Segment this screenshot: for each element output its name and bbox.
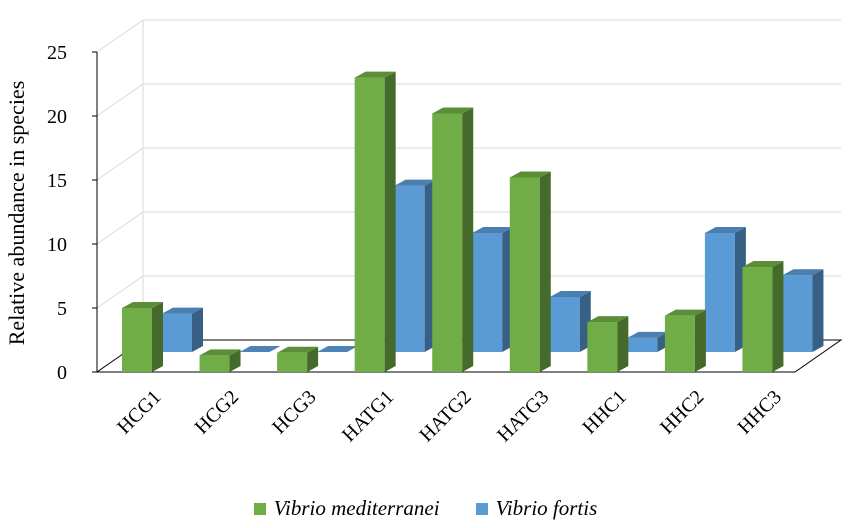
bar-vibrio-fortis-hhc2 <box>704 226 746 352</box>
legend-item-series-2: Vibrio fortis <box>475 496 598 521</box>
legend-label-series-1: Vibrio mediterranei <box>273 496 440 520</box>
x-category-label-hhc2: HHC2 <box>656 386 708 438</box>
gridline-wall <box>96 147 144 181</box>
bar-vibrio-fortis-hcg3 <box>317 346 359 352</box>
bar-vibrio-fortis-hhc3 <box>782 269 824 352</box>
y-tick-label: 5 <box>57 298 67 320</box>
bar-vibrio-fortis-hcg2 <box>239 346 281 352</box>
y-tick-label: 25 <box>47 42 67 64</box>
x-category-label-hatg3: HATG3 <box>493 386 553 446</box>
bar-vibrio-mediterranei-hhc1 <box>587 316 629 372</box>
bar-vibrio-mediterranei-hcg1 <box>122 302 163 372</box>
y-axis-ticks: 0 5 10 15 20 25 <box>47 42 97 384</box>
y-axis-label: Relative abundance in species <box>4 81 29 346</box>
legend-swatch-series-2 <box>475 502 488 515</box>
y-tick-label: 10 <box>47 234 67 256</box>
bar-vibrio-fortis-hatg1 <box>394 179 436 352</box>
x-category-label-hhc3: HHC3 <box>733 386 785 438</box>
legend-swatch-series-1 <box>253 502 266 515</box>
gridline-wall <box>96 83 144 117</box>
x-category-label-hcg2: HCG2 <box>191 386 243 438</box>
bar-vibrio-mediterranei-hcg3 <box>277 346 319 372</box>
bars <box>122 71 824 372</box>
gridline-wall <box>96 19 144 53</box>
y-tick-label: 20 <box>47 106 67 128</box>
bar-vibrio-mediterranei-hatg2 <box>432 107 474 372</box>
x-category-label-hatg2: HATG2 <box>415 386 475 446</box>
bar-vibrio-mediterranei-hatg3 <box>509 171 551 372</box>
x-axis-categories: HCG1 HCG2 HCG3 HATG1 HATG2 HATG3 HHC1 HHC2 HHC3 <box>113 386 786 446</box>
legend-item-series-1: Vibrio mediterranei <box>253 496 440 521</box>
legend-label-series-2: Vibrio fortis <box>495 496 598 520</box>
x-category-label-hatg1: HATG1 <box>338 386 398 446</box>
gridline-wall <box>96 211 144 245</box>
bar-vibrio-mediterranei-hcg2 <box>199 349 241 372</box>
bar-vibrio-fortis-hhc1 <box>627 331 669 352</box>
gridline-wall <box>96 275 144 309</box>
x-category-label-hcg1: HCG1 <box>113 386 165 438</box>
y-tick-label: 15 <box>47 170 67 192</box>
y-tick-label: 0 <box>57 362 67 384</box>
bar-vibrio-fortis-hatg2 <box>472 226 514 352</box>
bar-vibrio-fortis-hcg1 <box>162 307 203 352</box>
legend: Vibrio mediterranei Vibrio fortis <box>0 496 851 521</box>
x-category-label-hcg3: HCG3 <box>268 386 320 438</box>
x-category-label-hhc1: HHC1 <box>578 386 630 438</box>
bar-vibrio-mediterranei-hhc2 <box>664 309 706 372</box>
bar-vibrio-fortis-hatg3 <box>549 290 591 352</box>
bar-vibrio-mediterranei-hatg1 <box>354 71 396 372</box>
bar-vibrio-mediterranei-hhc3 <box>742 261 784 372</box>
